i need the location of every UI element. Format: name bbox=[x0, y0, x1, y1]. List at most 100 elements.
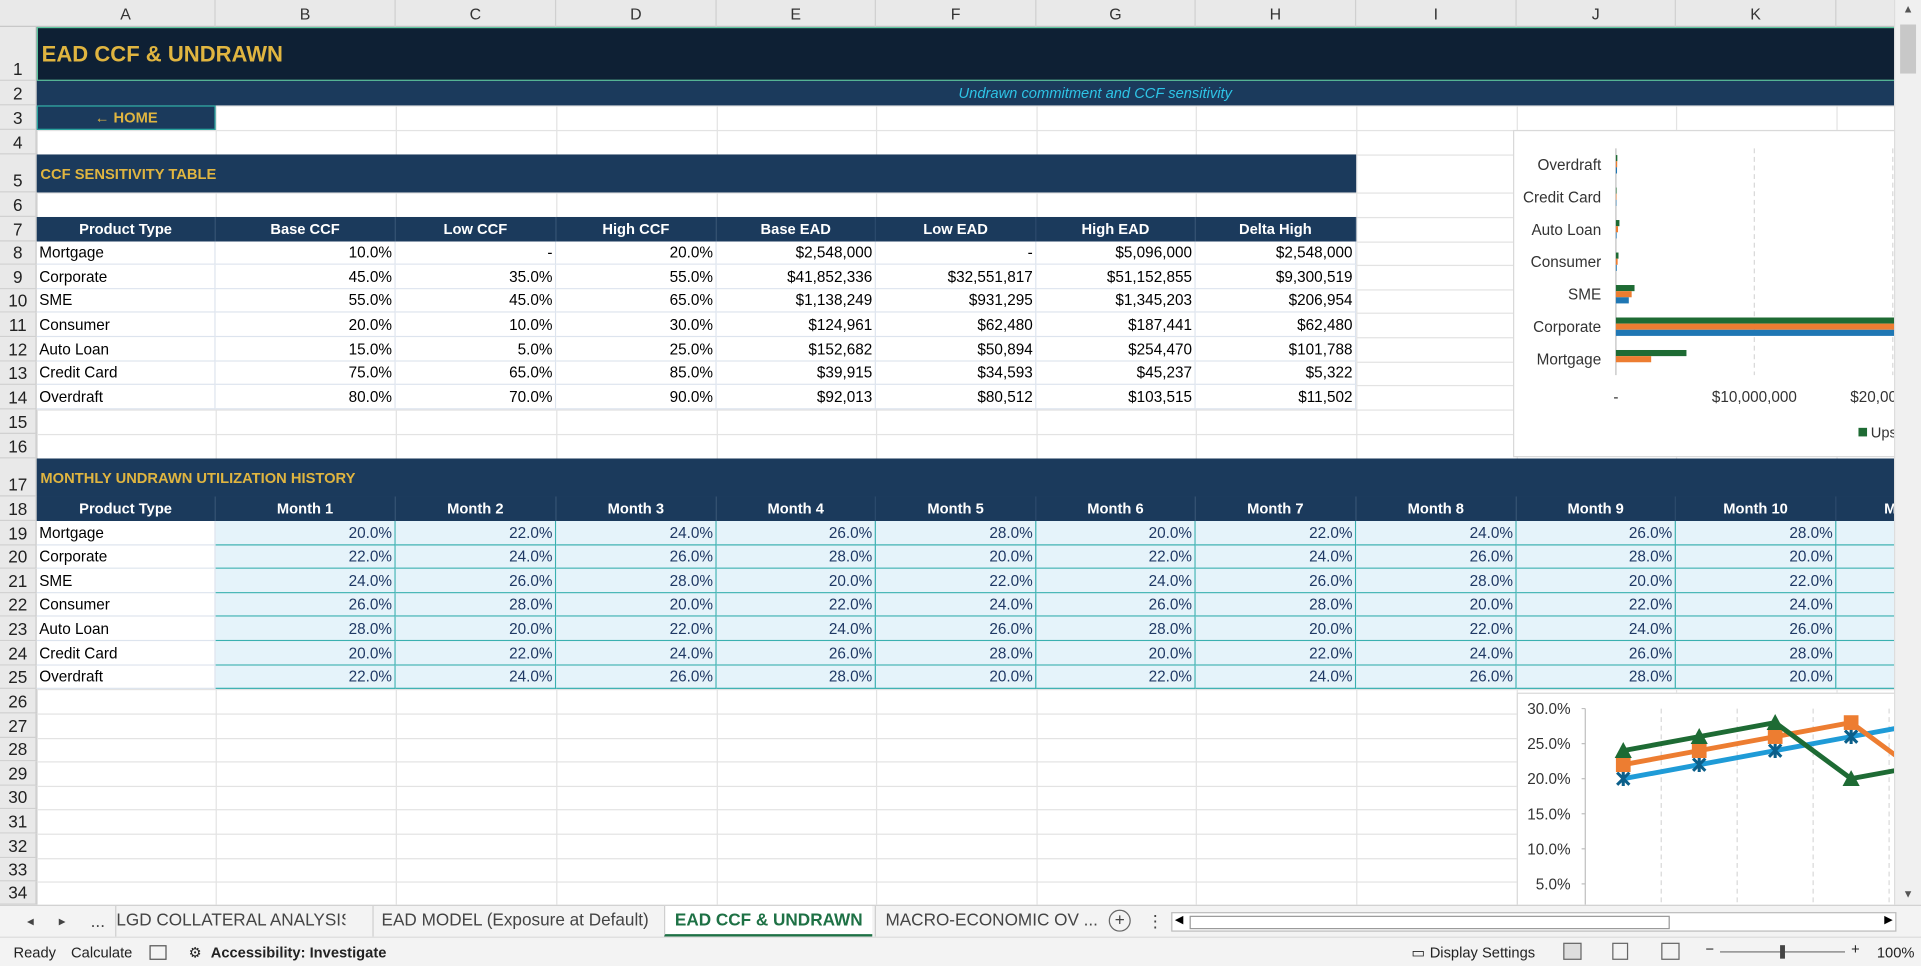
table-cell: 24.0% bbox=[1036, 568, 1196, 594]
table-cell: $2,548,000 bbox=[1195, 241, 1357, 265]
row-header: 27 bbox=[0, 713, 37, 738]
accessibility-icon: ⚙ bbox=[188, 943, 202, 962]
table-cell: SME bbox=[36, 289, 216, 313]
status-display[interactable]: Display Settings bbox=[1429, 943, 1536, 962]
legend-swatch bbox=[1858, 427, 1868, 437]
y-tick-label: 5.0% bbox=[1536, 876, 1571, 893]
scroll-right[interactable]: ▶ bbox=[1884, 913, 1893, 926]
marker bbox=[1767, 743, 1783, 758]
table-header: Base CCF bbox=[215, 216, 396, 242]
table-cell: $11,502 bbox=[1195, 384, 1357, 410]
tab-options[interactable]: ⋮ bbox=[1146, 910, 1164, 931]
table-cell: $206,954 bbox=[1195, 289, 1357, 313]
gridline bbox=[36, 192, 1895, 194]
status-zoom[interactable]: 100% bbox=[1876, 943, 1915, 962]
status-calculate[interactable]: Calculate bbox=[71, 943, 133, 962]
chart[interactable]: - $10,000,000 $20,000,000 Mortgage Corporate… bbox=[1512, 129, 1895, 458]
table-cell: 28.0% bbox=[556, 568, 717, 594]
table-cell: Corporate bbox=[36, 264, 216, 290]
table-cell: 20.0% bbox=[1036, 521, 1196, 546]
table-cell: Consumer bbox=[36, 593, 216, 617]
scroll-left[interactable]: ◀ bbox=[1174, 913, 1184, 926]
chart[interactable]: 5.0% 10.0% 15.0% 20.0% 25.0% 30.0% bbox=[1516, 692, 1895, 905]
row-header: 11 bbox=[0, 312, 37, 338]
scroll-down[interactable]: ▼ bbox=[1902, 887, 1914, 900]
sheet-tab[interactable]: MACRO-ECONOMIC OV ... bbox=[874, 905, 1108, 937]
marker bbox=[1766, 714, 1784, 730]
y-tick-label: Consumer bbox=[1531, 254, 1602, 271]
row-header: 20 bbox=[0, 545, 37, 569]
display-icon: ▭ bbox=[1411, 943, 1426, 962]
bar bbox=[1615, 252, 1619, 259]
bar bbox=[1615, 155, 1618, 162]
y-tick-label: Auto Loan bbox=[1531, 222, 1601, 239]
y-tick-label: 20.0% bbox=[1527, 771, 1571, 788]
table-cell: 22.0% bbox=[875, 568, 1037, 594]
table-cell: 28.0% bbox=[875, 641, 1037, 666]
table-cell: 45.0% bbox=[395, 289, 557, 313]
table-cell: 26.0% bbox=[1516, 641, 1676, 666]
add-sheet[interactable]: + bbox=[1108, 909, 1131, 932]
status-accessibility[interactable]: Accessibility: Investigate bbox=[210, 943, 387, 962]
gridline bbox=[36, 105, 1895, 107]
table-cell: 28.0% bbox=[1356, 568, 1517, 594]
page-break-view[interactable] bbox=[1661, 942, 1680, 960]
scroll-thumb[interactable] bbox=[1189, 915, 1670, 930]
table-cell: 26.0% bbox=[215, 593, 396, 617]
scroll-up[interactable]: ▲ bbox=[1902, 2, 1914, 15]
table-cell: 20.0% bbox=[215, 641, 396, 666]
table-header: Month 7 bbox=[1195, 496, 1357, 522]
sheet-tab[interactable]: EAD MODEL (Exposure at Default) bbox=[372, 905, 656, 937]
row-header: 9 bbox=[0, 264, 37, 290]
row-header: 4 bbox=[0, 129, 37, 155]
table-cell: Mortgage bbox=[36, 241, 216, 265]
zoom-in[interactable]: + bbox=[1851, 940, 1860, 958]
column-header: A bbox=[37, 0, 216, 27]
marker bbox=[1767, 729, 1783, 744]
y-tick-label: Corporate bbox=[1533, 319, 1601, 336]
table-cell: 55.0% bbox=[556, 264, 717, 290]
table-header: High EAD bbox=[1036, 216, 1196, 242]
gridline bbox=[36, 409, 1895, 411]
table-cell: $124,961 bbox=[716, 312, 876, 338]
normal-view[interactable] bbox=[1563, 942, 1582, 960]
table-cell: 70.0% bbox=[395, 384, 557, 410]
bar bbox=[1615, 167, 1618, 174]
table-cell: 24.0% bbox=[215, 568, 396, 594]
row-header: 3 bbox=[0, 105, 37, 130]
home-button[interactable]: ← HOME bbox=[36, 105, 216, 130]
table-cell: 22.0% bbox=[215, 545, 396, 569]
table-cell bbox=[1836, 593, 1895, 617]
table-cell: $80,512 bbox=[875, 384, 1037, 410]
row-header: 10 bbox=[0, 289, 37, 313]
table-cell: 28.0% bbox=[716, 665, 876, 689]
tab-prev[interactable]: ◂ bbox=[26, 914, 34, 930]
bar bbox=[1615, 329, 1895, 336]
table-header: Month 5 bbox=[875, 496, 1037, 522]
y-tick-label: 15.0% bbox=[1527, 806, 1571, 823]
table-cell: 22.0% bbox=[716, 593, 876, 617]
table-cell: 85.0% bbox=[556, 361, 717, 385]
table-cell: 22.0% bbox=[1675, 568, 1837, 594]
zoom-thumb[interactable] bbox=[1780, 945, 1785, 959]
macro-icon[interactable] bbox=[149, 945, 167, 960]
table-cell: $34,593 bbox=[875, 361, 1037, 385]
table-cell: 35.0% bbox=[395, 264, 557, 290]
column-header: J bbox=[1517, 0, 1676, 27]
tab-more[interactable]: ... bbox=[90, 910, 105, 931]
sheet-tab[interactable]: EAD CCF & UNDRAWN bbox=[664, 905, 873, 937]
sheet-tab[interactable]: LGD COLLATERAL ANALYSIS bbox=[115, 905, 345, 937]
page-layout-view[interactable] bbox=[1612, 942, 1629, 960]
horizontal-scrollbar[interactable]: ◀ ▶ bbox=[1171, 912, 1897, 932]
row-header: 33 bbox=[0, 858, 37, 882]
table-header: Low CCF bbox=[395, 216, 557, 242]
table-cell: $187,441 bbox=[1036, 312, 1196, 338]
zoom-out[interactable]: − bbox=[1705, 940, 1714, 958]
table-cell: Auto Loan bbox=[36, 337, 216, 362]
table-cell: 65.0% bbox=[556, 289, 717, 313]
table-cell: 24.0% bbox=[556, 521, 717, 546]
scroll-thumb[interactable] bbox=[1900, 24, 1917, 74]
tab-next[interactable]: ▸ bbox=[58, 914, 66, 930]
table-cell: $45,237 bbox=[1036, 361, 1196, 385]
vertical-scrollbar[interactable]: ▲ ▼ bbox=[1894, 0, 1921, 905]
